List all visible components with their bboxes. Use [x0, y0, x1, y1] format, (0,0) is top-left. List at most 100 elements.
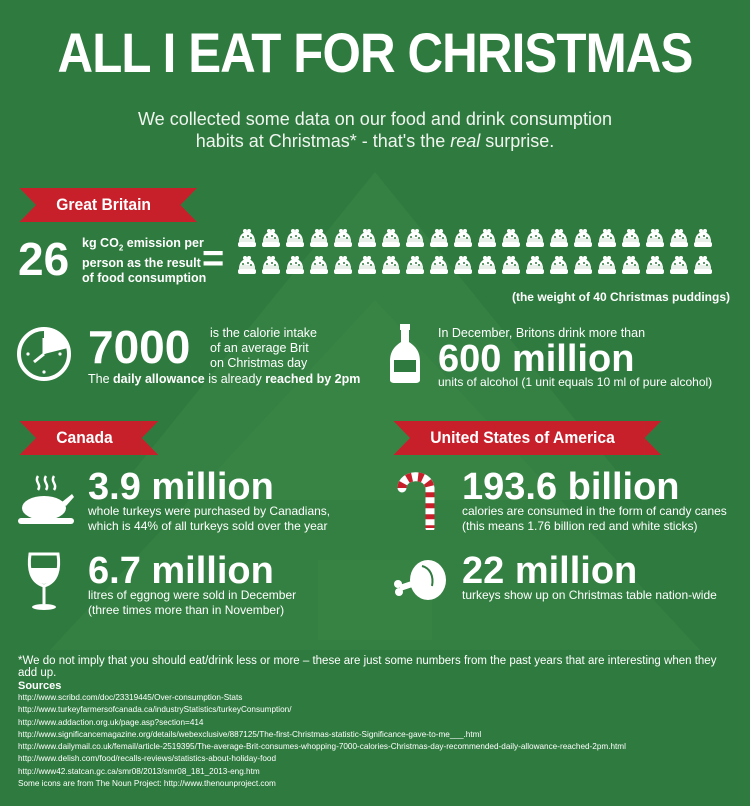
christmas-pudding-icon	[524, 228, 546, 250]
christmas-pudding-icon	[356, 228, 378, 250]
christmas-pudding-icon	[428, 228, 450, 250]
eggnog-text-1: litres of eggnog were sold in December	[88, 588, 297, 602]
canada-turkey-text-1: whole turkeys were purchased by Canadian…	[88, 504, 331, 518]
christmas-pudding-icon	[380, 228, 402, 250]
christmas-pudding-icon	[596, 228, 618, 250]
turkey-leg-icon	[394, 560, 446, 600]
pudding-caption: (the weight of 40 Christmas puddings)	[511, 290, 730, 304]
christmas-pudding-icon	[476, 255, 498, 277]
christmas-pudding-icon	[476, 228, 498, 250]
co2-text-3: person as the result	[82, 255, 201, 270]
source-item: http://www.significancemagazine.org/deta…	[18, 729, 482, 739]
calorie-note-2: is already	[204, 372, 266, 386]
page-title: ALL I EAT FOR CHRISTMAS	[57, 21, 693, 84]
calorie-text-3: on Christmas day	[210, 356, 308, 370]
christmas-pudding-icon	[548, 228, 570, 250]
subtitle-line-1: We collected some data on our food and d…	[138, 109, 612, 129]
christmas-pudding-icon	[524, 255, 546, 277]
calorie-description: is the calorie intake of an average Brit…	[210, 326, 317, 371]
sources-title: Sources	[18, 680, 62, 692]
roast-turkey-icon	[18, 475, 74, 524]
candy-cane-description: calories are consumed in the form of can…	[462, 504, 727, 534]
equals-sign: =	[202, 238, 225, 280]
co2-subscript: 2	[118, 243, 124, 253]
eggnog-glass-icon	[27, 552, 61, 610]
source-item: http://www.dailymail.co.uk/femail/articl…	[18, 742, 626, 752]
usa-turkey-value: 22 million	[462, 550, 638, 592]
christmas-pudding-icon	[404, 228, 426, 250]
sources-list: http://www.scribd.com/doc/23319445/Over-…	[18, 692, 738, 790]
liquor-bottle-icon	[390, 324, 420, 383]
christmas-pudding-icon	[500, 228, 522, 250]
christmas-pudding-icon	[308, 228, 330, 250]
calorie-note-bold-2: reached by 2pm	[265, 372, 361, 386]
source-item: http://www.turkeyfarmersofcanada.ca/indu…	[18, 705, 292, 715]
source-item: Some icons are from The Noun Project: ht…	[18, 779, 276, 789]
christmas-pudding-icon	[620, 228, 642, 250]
co2-text-2: emission per	[123, 236, 204, 250]
christmas-pudding-icon	[260, 228, 282, 250]
christmas-pudding-icon	[596, 255, 618, 277]
source-item: http://www.addaction.org.uk/page.asp?sec…	[18, 717, 204, 727]
calorie-note: The daily allowance is already reached b…	[88, 372, 360, 387]
christmas-pudding-icon	[284, 228, 306, 250]
christmas-pudding-icon	[452, 228, 474, 250]
christmas-pudding-icon	[404, 255, 426, 277]
candy-cane-text-1: calories are consumed in the form of can…	[462, 504, 727, 518]
co2-value: 26	[18, 233, 70, 285]
usa-turkey-description: turkeys show up on Christmas table natio…	[462, 588, 717, 602]
pudding-grid	[236, 228, 736, 282]
ribbon-great-britain: Great Britain	[19, 188, 197, 222]
canada-turkey-value: 3.9 million	[88, 466, 274, 508]
christmas-pudding-icon	[572, 228, 594, 250]
christmas-pudding-icon	[500, 255, 522, 277]
alcohol-value: 600 million	[438, 338, 635, 380]
christmas-pudding-icon	[332, 255, 354, 277]
christmas-pudding-icon	[380, 255, 402, 277]
christmas-pudding-icon	[308, 255, 330, 277]
canada-turkey-description: whole turkeys were purchased by Canadian…	[88, 504, 330, 534]
calorie-text-1: is the calorie intake	[210, 326, 318, 340]
christmas-pudding-icon	[644, 255, 666, 277]
calorie-note-bold-1: daily allowance	[113, 372, 205, 386]
ribbon-usa: United States of America	[393, 421, 661, 455]
christmas-pudding-icon	[668, 255, 690, 277]
christmas-pudding-icon	[548, 255, 570, 277]
eggnog-description: litres of eggnog were sold in December (…	[88, 588, 296, 618]
christmas-pudding-icon	[236, 228, 258, 250]
subtitle-line-2a: habits at Christmas* - that's the	[195, 131, 451, 151]
co2-text-4: of food consumption	[82, 270, 207, 285]
co2-description: kg CO2 emission per person as the result…	[82, 236, 206, 286]
christmas-pudding-icon	[428, 255, 450, 277]
subtitle-line-2b: surprise.	[480, 131, 555, 151]
candy-cane-icon	[397, 472, 435, 530]
eggnog-text-2: (three times more than in November)	[88, 603, 285, 617]
alcohol-intro: In December, Britons drink more than	[438, 326, 646, 340]
christmas-pudding-icon	[356, 255, 378, 277]
clock-icon	[17, 327, 71, 381]
calorie-note-1: The	[88, 372, 114, 386]
eggnog-value: 6.7 million	[88, 550, 274, 592]
alcohol-description: units of alcohol (1 unit equals 10 ml of…	[438, 375, 713, 389]
christmas-pudding-icon	[668, 228, 690, 250]
source-item: http://www42.statcan.gc.ca/smr08/2013/sm…	[18, 766, 260, 776]
calorie-value: 7000	[88, 321, 191, 373]
christmas-pudding-icon	[572, 255, 594, 277]
christmas-pudding-icon	[644, 228, 666, 250]
footnote: *We do not imply that you should eat/dri…	[18, 655, 717, 679]
christmas-pudding-icon	[692, 228, 714, 250]
source-item: http://www.scribd.com/doc/23319445/Over-…	[18, 693, 243, 702]
christmas-pudding-icon	[692, 255, 714, 277]
page-subtitle: We collected some data on our food and d…	[100, 108, 650, 152]
source-item: http://www.delish.com/food/recalls-revie…	[18, 754, 277, 764]
ribbon-canada: Canada	[19, 421, 160, 455]
subtitle-emphasis: real	[450, 131, 481, 151]
christmas-pudding-icon	[236, 255, 258, 277]
christmas-pudding-icon	[452, 255, 474, 277]
co2-text-1: kg CO	[82, 236, 119, 250]
christmas-pudding-icon	[620, 255, 642, 277]
candy-cane-value: 193.6 billion	[462, 466, 680, 508]
canada-turkey-text-2: which is 44% of all turkeys sold over th…	[88, 519, 328, 533]
christmas-pudding-icon	[332, 228, 354, 250]
